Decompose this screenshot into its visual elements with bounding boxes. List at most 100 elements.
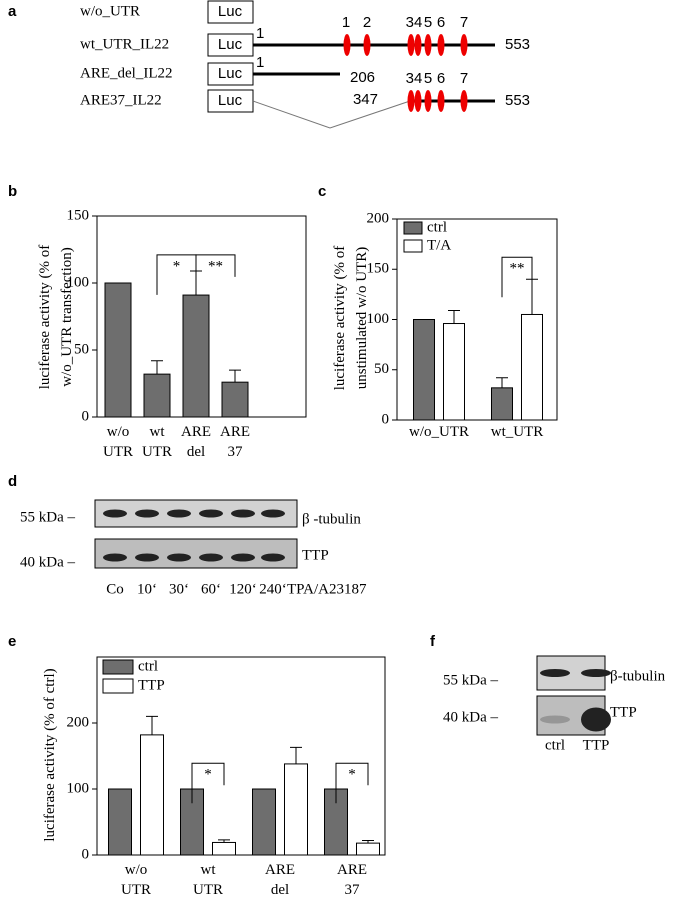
x-tick-label: w/o_UTR xyxy=(409,424,469,440)
significance-label: ** xyxy=(510,261,525,277)
panel-label: f xyxy=(430,633,436,650)
band xyxy=(231,509,255,518)
y-axis-label: luciferase activity (% of unstimulated w… xyxy=(332,245,370,391)
marker-label: 55 kDa – xyxy=(443,672,498,688)
y-tick-label: 100 xyxy=(67,274,90,290)
luc-label: Luc xyxy=(218,65,243,82)
band xyxy=(167,553,191,562)
band xyxy=(581,707,611,732)
x-tick-label: wt UTR xyxy=(193,862,223,898)
site-label: 5 xyxy=(424,70,432,87)
legend-swatch xyxy=(102,659,134,675)
bar xyxy=(284,763,308,856)
y-tick-label: 100 xyxy=(67,780,90,796)
band xyxy=(231,553,255,562)
band xyxy=(581,669,611,677)
are-site xyxy=(437,34,445,56)
error-bar xyxy=(146,715,158,735)
are-site xyxy=(407,90,415,112)
x-tick-label: w/o UTR xyxy=(121,862,151,898)
band xyxy=(167,509,191,518)
deletion-line xyxy=(252,100,411,129)
error-bar xyxy=(496,377,508,388)
bar xyxy=(413,319,435,421)
luc-label: Luc xyxy=(218,92,243,109)
significance-label: * xyxy=(204,767,212,783)
lane-label: 240‘ xyxy=(259,581,287,597)
lane-label: 10‘ xyxy=(137,581,157,597)
are-site xyxy=(437,90,445,112)
y-tick-label: 200 xyxy=(367,210,390,226)
y-axis-label: luciferase activity (% of ctrl) xyxy=(42,668,58,842)
bar xyxy=(356,842,380,856)
position-end: 206 xyxy=(350,69,375,86)
bar xyxy=(521,313,543,421)
significance-label: ** xyxy=(208,258,223,274)
legend-swatch xyxy=(403,239,423,253)
are-site xyxy=(414,34,422,56)
band xyxy=(103,509,127,518)
bar xyxy=(252,788,276,856)
band xyxy=(103,553,127,562)
x-tick-label: w/o UTR xyxy=(103,424,133,460)
site-label: 34 xyxy=(406,70,423,87)
site-label: 6 xyxy=(437,14,445,31)
bar xyxy=(443,323,465,421)
x-tick-label: ARE 37 xyxy=(337,862,367,898)
bar xyxy=(491,387,513,421)
legend-swatch xyxy=(102,678,134,694)
significance-label: * xyxy=(348,767,356,783)
error-bar xyxy=(362,839,374,844)
are-site xyxy=(363,34,371,56)
y-tick-label: 0 xyxy=(382,411,390,427)
site-label: 1 xyxy=(342,14,350,31)
y-tick-label: 0 xyxy=(82,846,90,862)
significance-bracket xyxy=(501,256,533,298)
x-tick-label: ARE del xyxy=(265,862,295,898)
legend-label: TTP xyxy=(138,677,165,693)
marker-label: 40 kDa – xyxy=(20,554,75,570)
x-tick-label: ARE del xyxy=(181,424,211,460)
construct-label: w/o_UTR xyxy=(80,3,140,19)
significance-bracket xyxy=(335,762,369,804)
error-bar xyxy=(151,360,163,375)
panel-label: a xyxy=(8,3,17,20)
blot-strip xyxy=(94,538,298,569)
protein-label: β -tubulin xyxy=(302,511,361,527)
marker-label: 55 kDa – xyxy=(20,509,75,525)
band xyxy=(540,715,570,724)
y-tick-label: 50 xyxy=(374,361,389,377)
protein-label: TTP xyxy=(610,704,637,720)
panel-label: b xyxy=(8,183,17,200)
x-tick-label: wt_UTR xyxy=(490,424,544,440)
bar xyxy=(221,381,249,418)
error-bar xyxy=(526,278,538,315)
site-label: 34 xyxy=(406,14,423,31)
construct-label: ARE_del_IL22 xyxy=(80,65,172,81)
are-site xyxy=(460,90,468,112)
site-label: 5 xyxy=(424,14,432,31)
y-tick-label: 0 xyxy=(82,408,90,424)
protein-label: β-tubulin xyxy=(610,668,666,684)
construct-label: ARE37_IL22 xyxy=(80,92,162,108)
legend-label: ctrl xyxy=(427,219,447,235)
band xyxy=(199,509,223,518)
panel-label: d xyxy=(8,473,17,490)
band xyxy=(261,509,285,518)
band xyxy=(135,553,159,562)
position-start: 1 xyxy=(256,25,264,42)
are-site xyxy=(424,34,432,56)
error-bar xyxy=(290,746,302,764)
y-tick-label: 50 xyxy=(74,341,89,357)
luc-label: Luc xyxy=(218,3,243,20)
y-tick-label: 150 xyxy=(367,261,390,277)
band xyxy=(199,553,223,562)
bar xyxy=(212,841,236,856)
y-axis-label: luciferase activity (% of w/o_UTR transf… xyxy=(37,244,75,390)
significance-bracket xyxy=(195,254,236,295)
bar xyxy=(104,282,132,418)
band xyxy=(261,553,285,562)
construct-label: wt_UTR_IL22 xyxy=(80,36,169,52)
